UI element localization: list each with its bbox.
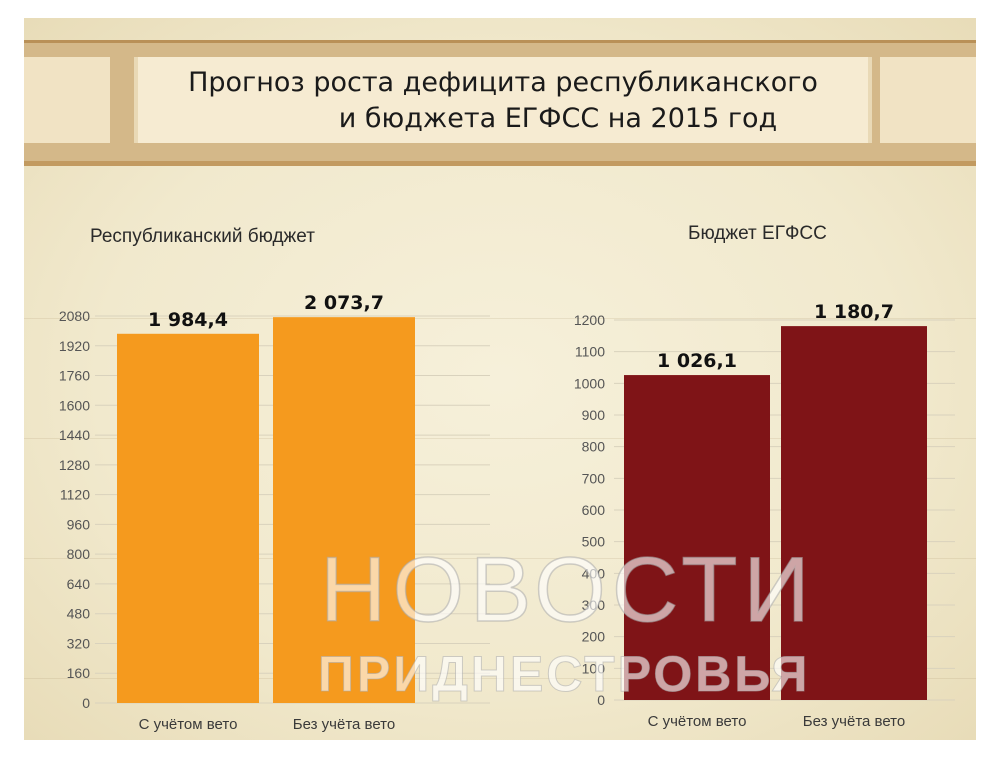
band-panel-left	[24, 57, 110, 143]
title-band: Прогноз роста дефицита республиканского …	[24, 40, 976, 166]
paper-line	[24, 438, 976, 439]
y-tick-label: 1440	[59, 427, 90, 443]
watermark-line-1: НОВОСТИ	[319, 538, 816, 642]
y-tick-label: 300	[582, 597, 606, 613]
y-tick-label: 100	[582, 660, 606, 676]
paper-line	[24, 318, 976, 319]
title-box: Прогноз роста дефицита республиканского …	[134, 57, 872, 143]
egfss-budget-chart: 0 100 200 300 400 500 600 700 800 900 1000 1100 1200…	[574, 301, 955, 730]
y-tick-label: 500	[582, 534, 606, 550]
data-label: 1 180,7	[814, 301, 894, 323]
right-chart-title: Бюджет ЕГФСС	[688, 223, 827, 244]
y-tick-label: 1280	[59, 457, 90, 473]
bar	[273, 317, 415, 703]
band-panel-right	[880, 57, 976, 143]
bar	[781, 326, 927, 700]
title-line-1: Прогноз роста дефицита республиканского	[188, 67, 818, 98]
title-line-2: и бюджета ЕГФСС на 2015 год	[338, 103, 778, 134]
data-label: 2 073,7	[304, 292, 384, 314]
y-tick-label: 600	[582, 502, 606, 518]
y-tick-label: 1760	[59, 368, 90, 384]
y-tick-label: 960	[67, 516, 91, 532]
y-tick-label: 2080	[59, 308, 90, 324]
data-label: 1 984,4	[148, 309, 228, 331]
y-tick-label: 160	[67, 665, 91, 681]
page-title: Прогноз роста дефицита республиканского …	[138, 65, 868, 137]
left-chart-title: Республиканский бюджет	[90, 226, 315, 247]
y-tick-label: 900	[582, 407, 606, 423]
y-tick-label: 320	[67, 635, 91, 651]
y-tick-label: 0	[597, 692, 605, 708]
watermark-line-2: ПРИДНЕСТРОВЬЯ	[317, 646, 811, 703]
y-tick-label: 0	[82, 695, 90, 711]
y-tick-label: 1200	[574, 312, 605, 328]
y-tick-label: 200	[582, 629, 606, 645]
category-label: С учётом вето	[139, 716, 238, 733]
y-tick-label: 700	[582, 470, 606, 486]
bar	[624, 375, 770, 700]
y-tick-label: 1100	[575, 344, 605, 360]
category-label: Без учёта вето	[293, 716, 395, 733]
y-tick-label: 400	[582, 565, 606, 581]
y-tick-label: 1000	[574, 375, 605, 391]
category-label: Без учёта вето	[803, 713, 905, 730]
y-tick-label: 1120	[60, 487, 90, 503]
y-tick-label: 640	[67, 576, 91, 592]
y-tick-label: 800	[67, 546, 91, 562]
y-tick-label: 480	[67, 606, 91, 622]
paper-line	[24, 558, 976, 559]
y-tick-label: 1920	[59, 338, 90, 354]
data-label: 1 026,1	[657, 350, 737, 372]
bar	[117, 333, 259, 703]
y-tick-label: 1600	[59, 397, 90, 413]
paper-line	[24, 678, 976, 679]
y-tick-label: 800	[582, 439, 606, 455]
republican-budget-chart: 0 160 320 480 640 800 960 1120 1280 1440 1600 1760 1…	[59, 292, 490, 733]
category-label: С учётом вето	[648, 713, 747, 730]
